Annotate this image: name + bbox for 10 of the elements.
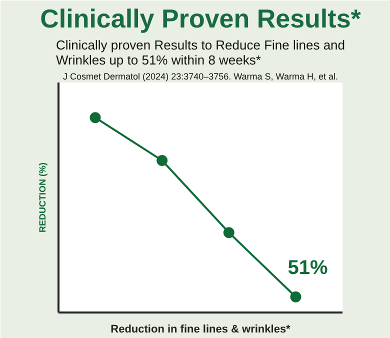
point xyxy=(290,291,302,302)
chart-title: Clinically Proven Results* xyxy=(40,4,362,34)
point xyxy=(156,154,168,166)
annotation: 51% xyxy=(288,256,328,279)
point xyxy=(223,227,234,238)
y-axis-title: REDUCTION (%) xyxy=(38,162,48,232)
x-axis-title: Reduction in fine lines & wrinkles* xyxy=(110,324,292,336)
chart-subtitle: Clinically proven Results to Reduce Fine lines and Wrinkles up to 51% within 8 weeks* xyxy=(56,38,346,68)
point xyxy=(90,112,101,124)
text: J Cosmet Dermatol (2024) 23:3740–3756. Warma S, Warma H, et al. xyxy=(63,72,338,82)
